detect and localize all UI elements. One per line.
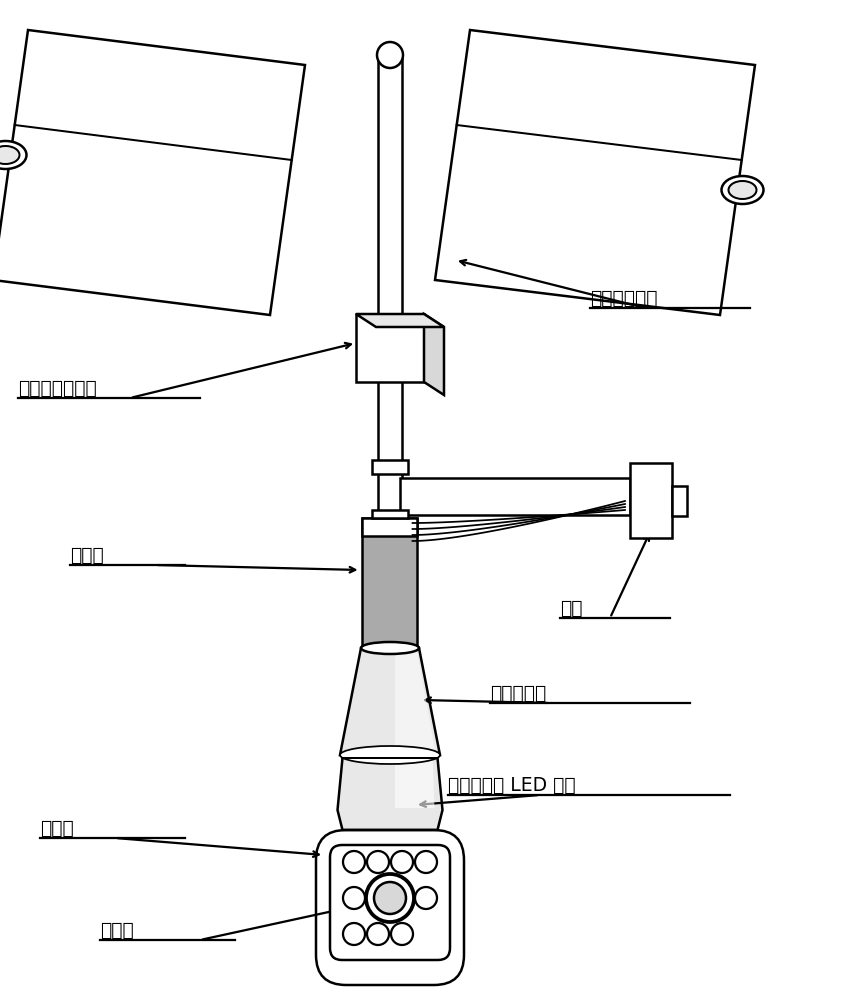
Circle shape (366, 923, 389, 945)
Circle shape (390, 923, 412, 945)
Circle shape (366, 874, 413, 922)
Bar (355, 314, 423, 382)
Circle shape (390, 851, 412, 873)
Bar (371, 510, 407, 518)
Circle shape (415, 887, 436, 909)
FancyBboxPatch shape (330, 845, 450, 960)
Text: 太阳能电池组件: 太阳能电池组件 (18, 378, 96, 397)
Polygon shape (337, 758, 442, 830)
Circle shape (415, 851, 436, 873)
Text: 控制器: 控制器 (70, 546, 104, 564)
Text: 太阳能接收板: 太阳能接收板 (590, 288, 657, 308)
Ellipse shape (360, 642, 418, 654)
Ellipse shape (0, 146, 20, 164)
FancyBboxPatch shape (315, 830, 463, 985)
Circle shape (366, 851, 389, 873)
Text: 摄像机外罩: 摄像机外罩 (489, 684, 545, 702)
Polygon shape (423, 314, 444, 395)
Circle shape (373, 882, 406, 914)
Bar (362, 518, 417, 645)
Bar (400, 478, 630, 515)
Bar (371, 460, 407, 474)
Text: 透明罩: 透明罩 (40, 818, 73, 838)
Circle shape (343, 887, 365, 909)
Circle shape (343, 851, 365, 873)
Polygon shape (340, 648, 440, 755)
Text: 支架: 支架 (560, 598, 582, 617)
Text: 阵列式红外 LED 信号: 阵列式红外 LED 信号 (447, 776, 575, 794)
Bar (362, 518, 417, 536)
Ellipse shape (340, 746, 440, 764)
Bar (671, 486, 686, 516)
Bar (362, 518, 417, 536)
Circle shape (343, 923, 365, 945)
Ellipse shape (721, 176, 763, 204)
Bar (377, 55, 401, 980)
Polygon shape (0, 30, 305, 315)
Polygon shape (394, 758, 434, 808)
Bar (630, 463, 671, 538)
Ellipse shape (377, 42, 402, 68)
Ellipse shape (728, 181, 756, 199)
Polygon shape (355, 314, 444, 327)
Text: 摄像头: 摄像头 (100, 920, 134, 940)
Ellipse shape (0, 141, 26, 169)
Polygon shape (394, 650, 435, 750)
Polygon shape (435, 30, 754, 315)
